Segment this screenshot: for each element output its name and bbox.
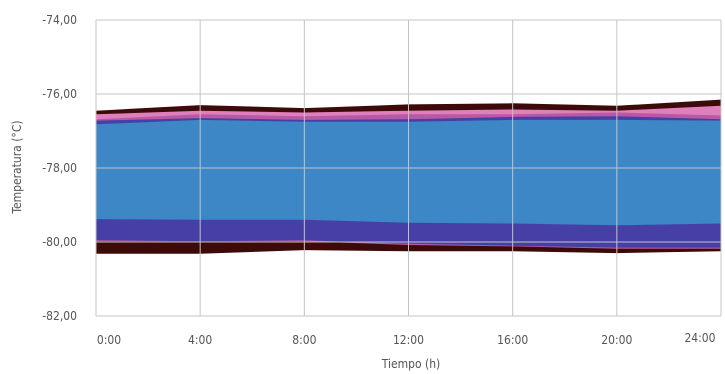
grid-lines	[95, 19, 722, 317]
y-tick-labels: -74,00 -76,00 -78,00 -80,00 -82,00	[42, 13, 77, 323]
x-tick-label: 16:00	[497, 333, 528, 347]
x-tick-label: 12:00	[393, 333, 424, 347]
x-tick-label: 20:00	[601, 333, 632, 347]
y-axis-label: Temperatura (°C)	[10, 120, 24, 214]
y-tick-label: -76,00	[42, 87, 77, 101]
y-tick-label: -80,00	[42, 235, 77, 249]
x-tick-label: 4:00	[188, 333, 212, 347]
x-tick-label: 8:00	[292, 333, 316, 347]
y-tick-label: -78,00	[42, 161, 77, 175]
x-tick-label: 0:00	[97, 333, 121, 347]
x-tick-label: 24:00	[684, 331, 715, 345]
y-tick-label: -74,00	[42, 13, 77, 27]
x-axis-label: Tiempo (h)	[381, 357, 441, 371]
x-tick-labels: 0:00 4:00 8:00 12:00 16:00 20:00 24:00	[97, 331, 716, 347]
y-tick-label: -82,00	[42, 309, 77, 323]
